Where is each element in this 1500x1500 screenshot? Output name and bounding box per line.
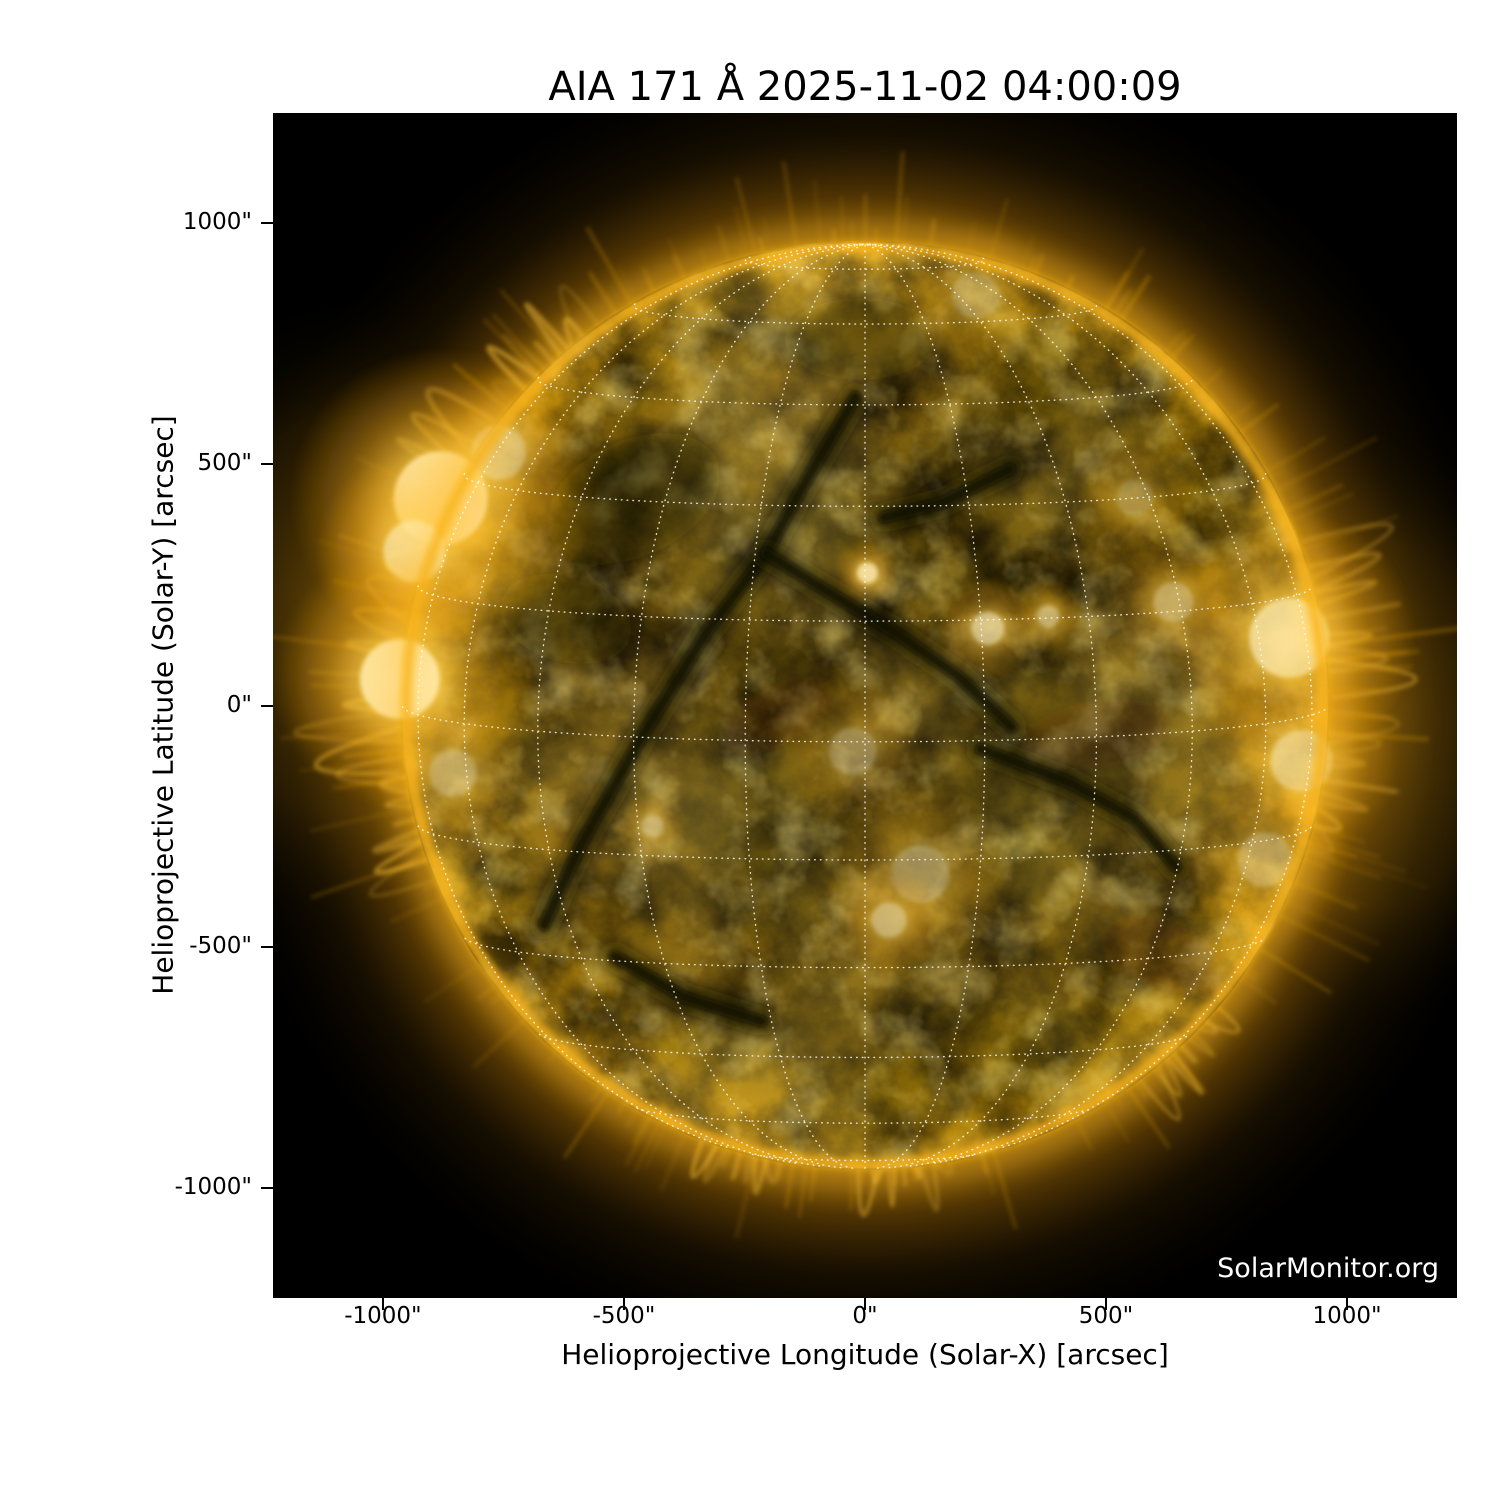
y-tick-label: 0" <box>226 691 252 718</box>
y-tick-label: 1000" <box>182 209 252 235</box>
y-tick-label: -1000" <box>174 1173 252 1200</box>
x-tick-label: -500" <box>592 1303 656 1329</box>
limb-ring <box>385 225 1345 1186</box>
x-tick-mark <box>1346 1298 1349 1310</box>
plot-title: AIA 171 Å 2025-11-02 04:00:09 <box>548 64 1182 110</box>
x-tick-label: 500" <box>1078 1303 1134 1329</box>
x-axis-label: Helioprojective Longitude (Solar-X) [arc… <box>561 1338 1169 1371</box>
x-tick-label: -1000" <box>344 1303 422 1329</box>
plot-area: SolarMonitor.org <box>273 113 1457 1298</box>
y-tick-mark <box>261 463 273 466</box>
y-tick-label: 500" <box>197 450 252 477</box>
heliographic-grid <box>401 243 1329 1169</box>
solar-image <box>273 113 1457 1298</box>
y-tick-label: -500" <box>189 932 252 959</box>
x-tick-mark <box>622 1298 625 1310</box>
y-tick-mark <box>261 1186 273 1189</box>
y-tick-mark <box>261 222 273 224</box>
active-regions <box>273 220 1417 976</box>
watermark: SolarMonitor.org <box>1217 1253 1439 1284</box>
x-tick-mark <box>864 1298 866 1310</box>
dark-patches <box>499 298 1229 996</box>
x-tick-label: 1000" <box>1312 1303 1382 1329</box>
y-tick-mark <box>261 945 273 948</box>
x-tick-mark <box>381 1298 384 1310</box>
x-tick-mark <box>1105 1298 1108 1310</box>
y-axis-label: Helioprojective Latitude (Solar-Y) [arcs… <box>146 415 180 995</box>
filament-channels <box>529 382 1191 1037</box>
x-tick-label: 0" <box>852 1303 878 1329</box>
y-tick-mark <box>261 704 273 707</box>
